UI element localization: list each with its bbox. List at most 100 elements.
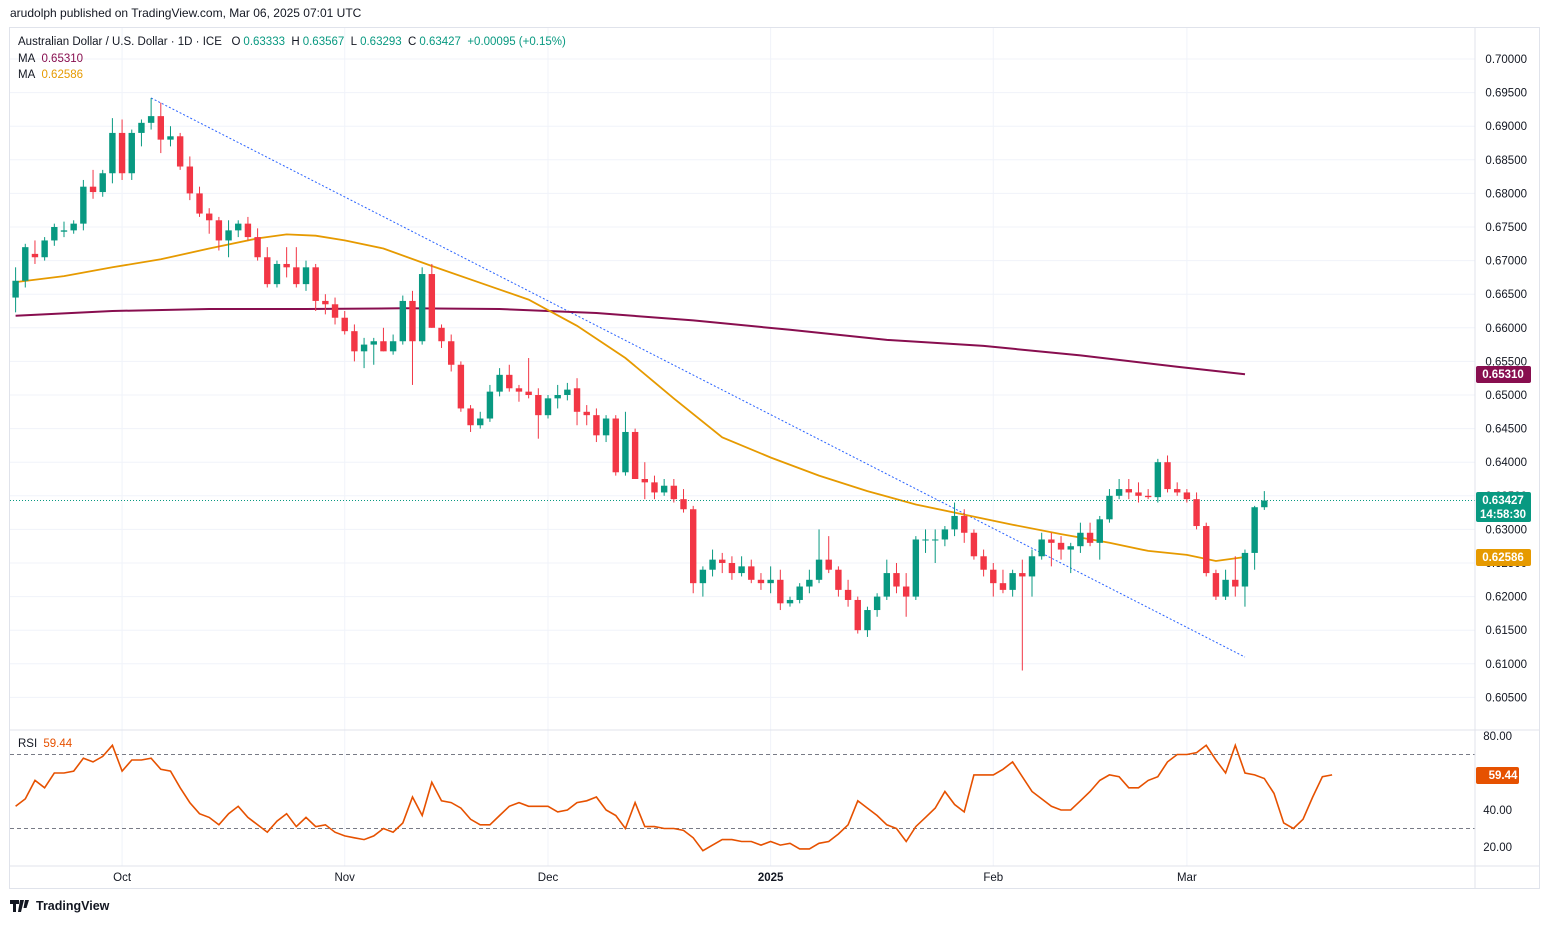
candle-body	[1241, 552, 1249, 587]
legend-ma200-row[interactable]: MA 0.65310	[18, 51, 566, 68]
candle-body	[1212, 573, 1220, 597]
candle-body	[748, 566, 755, 580]
candle-body	[815, 559, 823, 580]
ma200-line	[15, 307, 1246, 376]
rsi-tick-label: 20.00	[1483, 842, 1512, 854]
candle-body	[41, 240, 48, 258]
moving-averages-layer	[10, 233, 1475, 562]
candle-body	[622, 431, 629, 473]
candle-body	[612, 418, 619, 473]
candle-body	[564, 389, 571, 395]
candle-body	[147, 116, 155, 123]
candle-body	[1009, 573, 1016, 590]
y-tick-label: 0.68000	[1485, 188, 1527, 200]
footer-brand[interactable]: TradingView	[10, 899, 109, 913]
candle-body	[167, 136, 174, 140]
rsi-legend[interactable]: RSI 59.44	[18, 738, 72, 750]
candle-body	[1057, 542, 1065, 550]
candle-body	[544, 398, 552, 416]
candle-body	[496, 374, 503, 392]
candle-body	[118, 132, 126, 174]
y-tick-label: 0.66500	[1485, 289, 1527, 301]
candle-body	[912, 539, 920, 597]
y-tick-label: 0.68500	[1485, 155, 1527, 167]
x-tick-label: Nov	[334, 872, 355, 884]
candle-body	[796, 586, 803, 600]
candle-body	[990, 569, 997, 584]
candle-body	[951, 515, 958, 530]
x-tick-label: 2025	[758, 872, 784, 884]
y-tick-label: 0.67000	[1485, 256, 1527, 268]
rsi-tag: 59.44	[1476, 767, 1519, 784]
candle-body	[554, 395, 561, 399]
candle-body	[467, 408, 474, 426]
candle-body	[825, 559, 832, 570]
candle-body	[961, 515, 968, 533]
y-tick-label: 0.69000	[1485, 121, 1527, 133]
price-tag-box	[1476, 492, 1531, 522]
candle-body	[1096, 519, 1103, 543]
candle-body	[515, 388, 523, 392]
y-tick-label: 0.66000	[1485, 323, 1527, 335]
candle-body	[80, 186, 87, 224]
candle-body	[457, 364, 465, 409]
candle-body	[641, 479, 648, 483]
y-tick-label: 0.70000	[1485, 54, 1527, 66]
ma50-line	[15, 233, 1246, 562]
candle-body	[1261, 500, 1268, 508]
candle-body	[1115, 489, 1123, 496]
candle-body	[844, 589, 852, 600]
candle-body	[1038, 539, 1045, 557]
candle-body	[89, 186, 97, 193]
candle-body	[438, 327, 445, 342]
legend-ohlc-row[interactable]: Australian Dollar / U.S. Dollar · 1D · I…	[18, 34, 566, 51]
rsi-line	[15, 742, 1333, 852]
legend-ma50-label: MA	[18, 69, 36, 81]
candle-body	[1048, 539, 1055, 543]
candle-body	[767, 579, 774, 584]
y-tick-label: 0.61500	[1485, 625, 1527, 637]
legend-ma200-value: 0.65310	[41, 52, 84, 65]
candle-body	[341, 317, 348, 332]
candle-body	[854, 599, 861, 631]
candle-body	[1251, 507, 1258, 553]
candle-body	[932, 539, 939, 541]
candle-body	[409, 300, 416, 342]
candle-body	[51, 227, 58, 241]
ma50-tag-text: 0.62586	[1482, 552, 1524, 564]
y-tick-label: 0.67500	[1485, 222, 1527, 234]
candle-body	[680, 499, 687, 510]
ma200-tag-text: 0.65310	[1482, 369, 1524, 381]
candle-body	[254, 237, 261, 258]
candle-body	[157, 116, 164, 140]
chart-frame[interactable]	[9, 27, 1540, 889]
candle-body	[215, 220, 223, 241]
y-tick-label: 0.65500	[1485, 356, 1527, 368]
candle-body	[428, 274, 436, 328]
x-tick-label: Oct	[113, 872, 132, 884]
candle-body	[293, 267, 300, 285]
candle-body	[864, 610, 871, 631]
candle-body	[941, 529, 949, 540]
x-tick-label: Mar	[1177, 872, 1197, 884]
legend-close: 0.63427	[419, 36, 461, 48]
candle-body	[1193, 499, 1200, 527]
candle-body	[738, 566, 745, 574]
y-tick-label: 0.69500	[1485, 88, 1527, 100]
x-tick-label: Feb	[983, 872, 1003, 884]
candle-body	[477, 418, 484, 426]
candle-body	[631, 431, 639, 479]
candle-body	[719, 559, 726, 563]
candle-body	[1144, 495, 1152, 498]
candle-body	[902, 586, 910, 597]
legend-ma50-row[interactable]: MA 0.62586	[18, 67, 566, 84]
candle-body	[351, 331, 358, 352]
candle-body	[835, 569, 842, 590]
candle-body	[1019, 573, 1026, 577]
candle-body	[1174, 489, 1181, 493]
y-tick-label: 0.65000	[1485, 390, 1527, 402]
rsi-tag-text: 59.44	[1489, 770, 1518, 782]
legend-change: +0.00095 (+0.15%)	[467, 36, 566, 48]
candle-body	[264, 257, 271, 285]
